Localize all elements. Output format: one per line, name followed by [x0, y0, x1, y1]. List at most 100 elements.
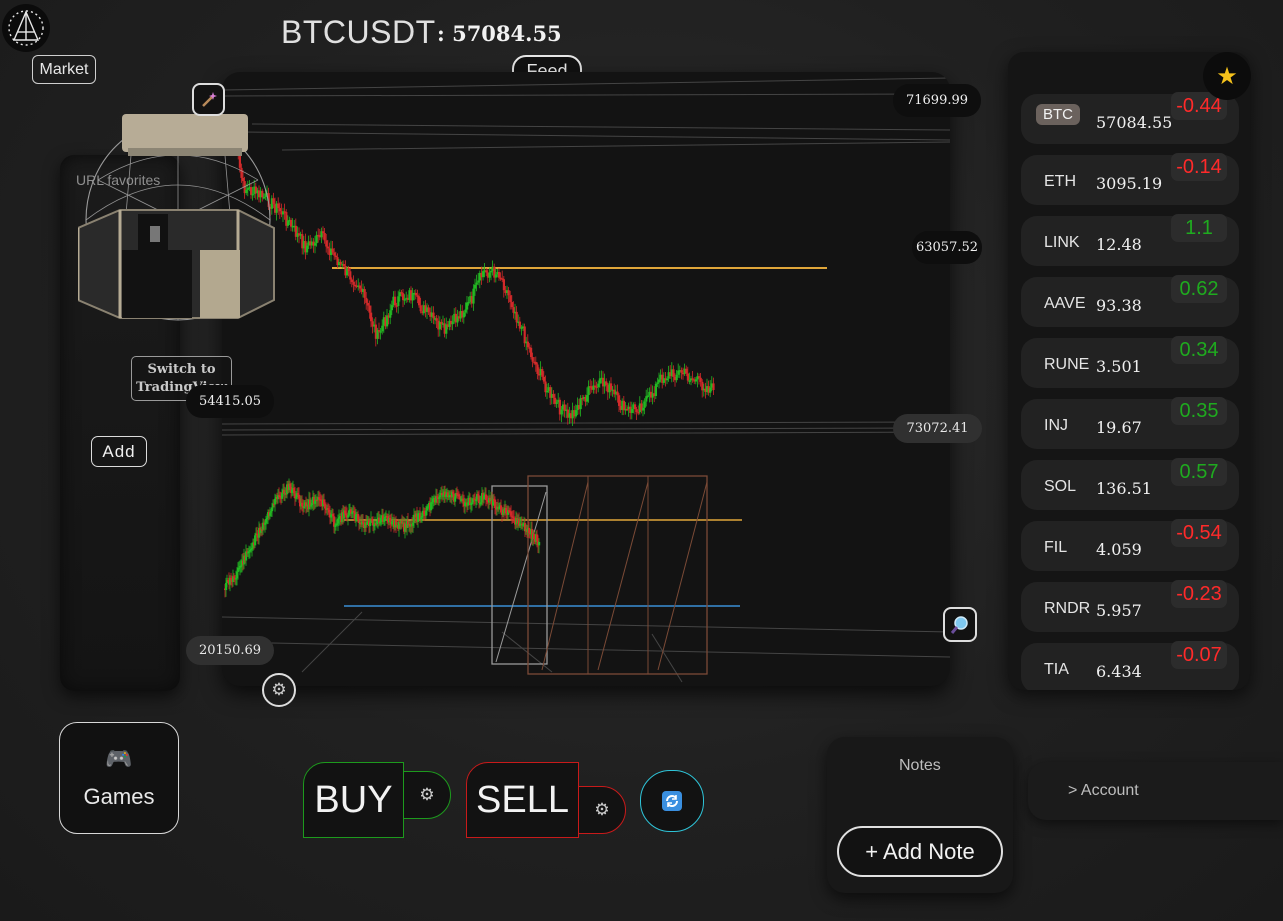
candle-body [456, 316, 459, 323]
ticker-price: 6.434 [1096, 662, 1142, 681]
candle-body [669, 372, 672, 377]
candle-body [256, 190, 259, 194]
candle-body [339, 261, 342, 265]
favorites-star-button[interactable]: ★ [1203, 52, 1251, 100]
watchlist-row-rndr[interactable]: RNDR 5.957 -0.23 [1021, 580, 1239, 632]
watchlist-row-aave[interactable]: AAVE 93.38 0.62 [1021, 275, 1239, 327]
add-note-button[interactable]: + Add Note [837, 826, 1003, 877]
candle-body [312, 241, 315, 246]
candle-body [546, 390, 549, 393]
candle-body [310, 241, 313, 246]
candle-body [416, 295, 419, 297]
candle-body [324, 504, 327, 509]
candle-body [630, 408, 633, 413]
candle-body [709, 387, 712, 393]
candle-body [419, 513, 422, 520]
candle-body [331, 248, 334, 253]
chart-settings-button[interactable]: ⚙ [262, 673, 296, 707]
candle-body [424, 305, 427, 312]
candle-body [445, 324, 448, 334]
candle-body [555, 402, 558, 404]
watchlist-row-btc[interactable]: BTC 57084.55 -0.44 [1021, 92, 1239, 144]
add-favorite-button[interactable]: Add [91, 436, 147, 467]
chart-panel[interactable] [222, 72, 950, 686]
candle-body [443, 323, 446, 334]
candle-body [511, 515, 514, 518]
candle-body [374, 324, 377, 339]
magnify-button[interactable] [943, 607, 977, 642]
candle-body [371, 321, 374, 327]
candle-body [277, 495, 280, 500]
candle-body [602, 377, 605, 387]
candle-body [471, 502, 474, 504]
candle-body [264, 522, 267, 525]
watchlist-row-inj[interactable]: INJ 19.67 0.35 [1021, 397, 1239, 449]
candle-body [483, 495, 486, 500]
candle-body [382, 515, 385, 522]
watchlist-row-eth[interactable]: ETH 3095.19 -0.14 [1021, 153, 1239, 205]
candle-body [624, 408, 627, 411]
price-label-bottom: 20150.69 [186, 636, 274, 665]
candle-body [358, 520, 361, 523]
ticker-symbol: FIL [1044, 539, 1068, 556]
candle-body [486, 272, 489, 278]
candle-body [476, 494, 479, 500]
watchlist-row-tia[interactable]: TIA 6.434 -0.07 [1021, 641, 1239, 690]
candle-body [659, 374, 662, 380]
candle-body [353, 511, 356, 513]
ticker-price: 3.501 [1096, 357, 1142, 376]
candle-body [704, 388, 707, 392]
candle-body [590, 386, 593, 390]
candle-body [251, 547, 254, 550]
candle-body [373, 324, 376, 327]
watchlist-row-fil[interactable]: FIL 4.059 -0.54 [1021, 519, 1239, 571]
magic-wand-button[interactable] [192, 83, 225, 116]
candle-body [315, 234, 318, 244]
candle-body [690, 378, 693, 381]
candle-body [496, 271, 499, 275]
buy-settings-button[interactable]: ⚙ [403, 771, 451, 819]
dome-3d-model-icon[interactable] [78, 110, 278, 330]
candle-body [254, 535, 257, 546]
candle-body [422, 305, 425, 314]
candle-body [420, 517, 423, 520]
sell-settings-button[interactable]: ⚙ [578, 786, 626, 834]
candle-body [307, 241, 310, 246]
candle-body [438, 321, 441, 330]
candle-body [344, 510, 347, 514]
candle-body [314, 500, 317, 504]
candle-body [478, 495, 481, 504]
watchlist-row-rune[interactable]: RUNE 3.501 0.34 [1021, 336, 1239, 388]
price-chart[interactable] [222, 72, 950, 686]
refresh-button[interactable] [640, 770, 704, 832]
candle-body [225, 582, 228, 591]
candle-body [483, 270, 486, 272]
candle-body [309, 241, 312, 246]
candle-body [246, 188, 249, 190]
measure-box[interactable] [491, 475, 708, 675]
candle-body [411, 292, 414, 301]
candle-body [600, 377, 603, 380]
switch-tradingview-button[interactable]: Switch to TradingView [131, 356, 232, 401]
candle-body [613, 389, 616, 395]
candle-body [274, 204, 277, 213]
candle-body [235, 578, 238, 580]
sell-button[interactable]: SELL [466, 762, 579, 838]
market-button[interactable]: Market [32, 55, 96, 84]
candle-body [296, 493, 299, 498]
watchlist-row-sol[interactable]: SOL 136.51 0.57 [1021, 458, 1239, 510]
app-logo[interactable] [2, 4, 50, 52]
symbol-price-value: 57084.55 [452, 21, 562, 46]
candle-body [269, 512, 272, 516]
candle-body [460, 499, 463, 501]
account-link[interactable]: > Account [1068, 782, 1139, 799]
candle-body [512, 307, 515, 313]
games-button[interactable]: 🎮 Games [59, 722, 179, 834]
candle-body [366, 521, 369, 525]
candle-body [348, 510, 351, 515]
watchlist-row-link[interactable]: LINK 12.48 1.1 [1021, 214, 1239, 266]
candle-body [515, 311, 518, 323]
buy-button[interactable]: BUY [303, 762, 404, 838]
candle-body [259, 190, 262, 198]
candle-body [358, 285, 361, 289]
